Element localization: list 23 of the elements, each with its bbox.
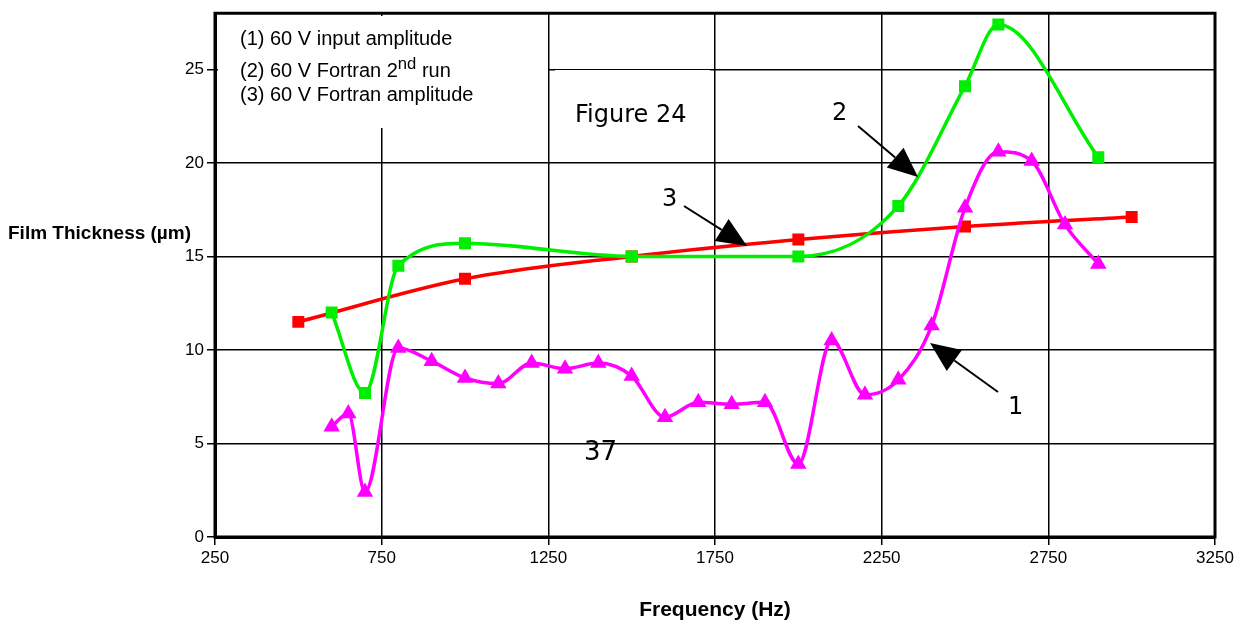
x-tick-label: 250	[200, 547, 230, 567]
annotation: 3	[662, 184, 678, 213]
x-tick-label: 750	[367, 547, 396, 567]
x-tick-label: 2750	[1029, 547, 1068, 567]
annotation: (2) 60 V Fortran 2$^{nd}$ run	[240, 54, 451, 82]
y-tick-label: 25	[185, 59, 204, 79]
y-tick-label: 15	[185, 246, 204, 266]
annotation: 1	[1008, 392, 1024, 421]
y-tick-label: 5	[194, 433, 204, 453]
x-tick-label: 1750	[696, 547, 734, 567]
x-axis-title: Frequency (Hz)	[639, 597, 791, 621]
y-tick-label: 10	[185, 339, 204, 359]
x-tick-label: 1250	[529, 547, 568, 567]
y-tick-label: 0	[194, 526, 204, 546]
annotation: Figure 24	[575, 100, 687, 129]
y-axis-title: Film Thickness (µm)	[8, 222, 192, 244]
annotation: (3) 60 V Fortran amplitude	[240, 82, 474, 106]
annotation: 37	[584, 436, 618, 468]
annotation: 2	[832, 98, 848, 127]
y-tick-label: 20	[185, 152, 204, 172]
x-tick-label: 2250	[862, 547, 901, 567]
x-tick-label: 3250	[1196, 547, 1234, 567]
annotation: (1) 60 V input amplitude	[240, 26, 453, 50]
